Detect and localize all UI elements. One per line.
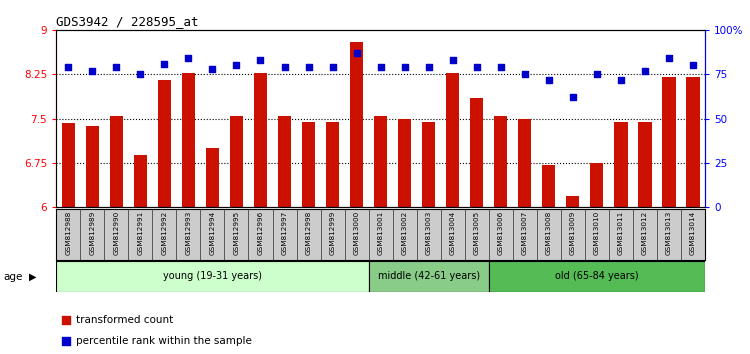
- Bar: [110, 116, 123, 207]
- Bar: [542, 165, 556, 207]
- Bar: [302, 121, 315, 207]
- Text: age: age: [4, 272, 23, 282]
- Text: GDS3942 / 228595_at: GDS3942 / 228595_at: [56, 15, 199, 28]
- Bar: [422, 121, 435, 207]
- Point: [134, 72, 146, 77]
- Text: GSM812996: GSM812996: [257, 210, 263, 255]
- Bar: [326, 121, 339, 207]
- Text: GSM812999: GSM812999: [329, 210, 335, 255]
- Text: GSM813009: GSM813009: [570, 210, 576, 255]
- Text: GSM813001: GSM813001: [377, 210, 383, 255]
- Text: GSM812993: GSM812993: [185, 210, 191, 255]
- Text: GSM812995: GSM812995: [233, 210, 239, 255]
- Point: [615, 77, 627, 82]
- Point: [374, 64, 387, 70]
- Bar: [56, 261, 368, 292]
- Bar: [182, 73, 195, 207]
- Bar: [62, 123, 75, 207]
- Point: [447, 57, 459, 63]
- Point: [254, 57, 266, 63]
- Point: [182, 56, 194, 61]
- Text: GSM813002: GSM813002: [402, 210, 408, 255]
- Text: GSM813000: GSM813000: [353, 210, 359, 255]
- Text: GSM813007: GSM813007: [522, 210, 528, 255]
- Bar: [566, 196, 580, 207]
- Bar: [398, 119, 411, 207]
- Point: [110, 64, 122, 70]
- Point: [567, 95, 579, 100]
- Text: GSM813004: GSM813004: [450, 210, 456, 255]
- Text: GSM812992: GSM812992: [161, 210, 167, 255]
- Text: middle (42-61 years): middle (42-61 years): [377, 272, 480, 281]
- Bar: [638, 121, 652, 207]
- Text: young (19-31 years): young (19-31 years): [163, 272, 262, 281]
- Text: transformed count: transformed count: [76, 315, 173, 325]
- Bar: [158, 80, 171, 207]
- Point: [230, 63, 242, 68]
- Point: [687, 63, 699, 68]
- Text: old (65-84 years): old (65-84 years): [555, 272, 639, 281]
- Bar: [489, 261, 705, 292]
- Point: [543, 77, 555, 82]
- Text: GSM812994: GSM812994: [209, 210, 215, 255]
- Text: GSM812988: GSM812988: [65, 210, 71, 255]
- Text: GSM813010: GSM813010: [594, 210, 600, 255]
- Bar: [494, 116, 507, 207]
- Point: [302, 64, 314, 70]
- Text: GSM813003: GSM813003: [426, 210, 432, 255]
- Bar: [614, 121, 628, 207]
- Text: percentile rank within the sample: percentile rank within the sample: [76, 336, 251, 346]
- Text: GSM812998: GSM812998: [305, 210, 311, 255]
- Point: [278, 64, 290, 70]
- Text: GSM813014: GSM813014: [690, 210, 696, 255]
- Point: [423, 64, 435, 70]
- Bar: [206, 148, 219, 207]
- Bar: [254, 73, 267, 207]
- Bar: [518, 119, 532, 207]
- Text: GSM812997: GSM812997: [281, 210, 287, 255]
- Point: [158, 61, 170, 67]
- Point: [519, 72, 531, 77]
- Text: GSM812991: GSM812991: [137, 210, 143, 255]
- Point: [86, 68, 98, 74]
- Bar: [230, 116, 243, 207]
- Bar: [662, 77, 676, 207]
- Bar: [686, 77, 700, 207]
- Text: GSM813012: GSM813012: [642, 210, 648, 255]
- Point: [326, 64, 338, 70]
- Point: [663, 56, 675, 61]
- Bar: [368, 261, 489, 292]
- Text: GSM813011: GSM813011: [618, 210, 624, 255]
- Text: GSM813013: GSM813013: [666, 210, 672, 255]
- Text: GSM813006: GSM813006: [498, 210, 504, 255]
- Bar: [590, 163, 604, 207]
- Text: GSM812990: GSM812990: [113, 210, 119, 255]
- Point: [206, 66, 218, 72]
- Point: [60, 338, 72, 344]
- Point: [350, 50, 362, 56]
- Bar: [278, 116, 291, 207]
- Point: [60, 317, 72, 323]
- Point: [399, 64, 411, 70]
- Point: [591, 72, 603, 77]
- Bar: [470, 98, 483, 207]
- Point: [62, 64, 74, 70]
- Text: GSM812989: GSM812989: [89, 210, 95, 255]
- Bar: [374, 116, 387, 207]
- Bar: [446, 73, 459, 207]
- Text: ▶: ▶: [28, 272, 36, 282]
- Point: [471, 64, 483, 70]
- Bar: [134, 155, 147, 207]
- Point: [495, 64, 507, 70]
- Point: [639, 68, 651, 74]
- Bar: [86, 126, 99, 207]
- Text: GSM813005: GSM813005: [474, 210, 480, 255]
- Bar: [350, 42, 363, 207]
- Text: GSM813008: GSM813008: [546, 210, 552, 255]
